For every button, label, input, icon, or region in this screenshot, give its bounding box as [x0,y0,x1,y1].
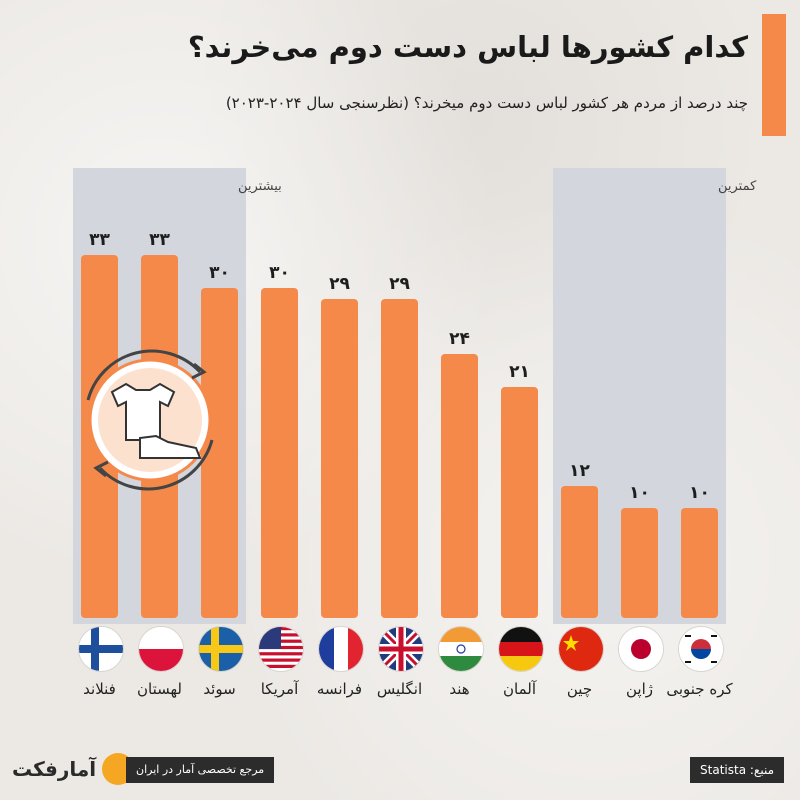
highest-panel-label: بیشترین [238,179,282,194]
category-label-7: هند [449,680,470,698]
value-label-4: ۳۰ [269,263,290,283]
category-label-4: آمریکا [260,680,299,698]
bar-10 [621,508,658,618]
recycle-clothes-icon [86,349,214,491]
bar-3 [201,288,238,618]
germany-flag [497,626,544,672]
france-flag [317,626,364,672]
india-flag [437,626,484,672]
south-korea-flag [677,626,724,672]
category-label-6: انگلیس [376,680,423,698]
china-flag [557,626,604,672]
value-label-9: ۱۲ [569,461,590,481]
category-label-5: فرانسه [316,680,363,698]
bar-5 [321,299,358,618]
arrow-head-icon [93,460,109,478]
title-accent-bar [762,14,786,136]
recycle-arrows-icon [86,349,214,491]
bar-4 [261,288,298,618]
usa-flag [257,626,304,672]
page-subtitle: چند درصد از مردم هر کشور لباس دست دوم می… [225,94,748,112]
value-label-6: ۲۹ [389,274,410,294]
bar-6 [381,299,418,618]
bar-11 [681,508,718,618]
category-label-10: ژاپن [625,680,653,698]
value-label-8: ۲۱ [509,362,530,382]
category-label-1: فنلاند [83,680,116,698]
finland-flag [77,626,124,672]
bar-9 [561,486,598,618]
value-label-11: ۱۰ [689,483,710,503]
sneaker-icon [139,434,202,459]
uk-flag [377,626,424,672]
source-label: منبع: Statista [690,757,784,783]
lowest-panel-label: کمترین [718,179,757,194]
brand-name: آمارفکت [12,757,97,781]
tshirt-icon [110,382,176,441]
value-label-7: ۲۴ [449,329,470,349]
value-label-10: ۱۰ [629,483,650,503]
category-label-8: آلمان [503,680,536,698]
value-label-3: ۳۰ [209,263,230,283]
category-label-2: لهستان [137,680,182,698]
value-label-2: ۳۳ [149,230,170,250]
poland-flag [137,626,184,672]
brand-logo: آمارفکت [12,752,135,786]
category-label-3: سوئد [203,680,236,698]
arrow-head-icon [191,362,207,380]
brand-tagline: مرجع تخصصی آمار در ایران [126,757,275,783]
bar-7 [441,354,478,618]
japan-flag [617,626,664,672]
sweden-flag [197,626,244,672]
page-title: کدام کشورها لباس دست دوم می‌خرند؟ [187,30,748,64]
category-label-11: کره جنوبی [666,680,733,698]
value-label-5: ۲۹ [329,274,350,294]
category-label-9: چین [566,680,593,698]
value-label-1: ۳۳ [89,230,110,250]
bar-8 [501,387,538,618]
